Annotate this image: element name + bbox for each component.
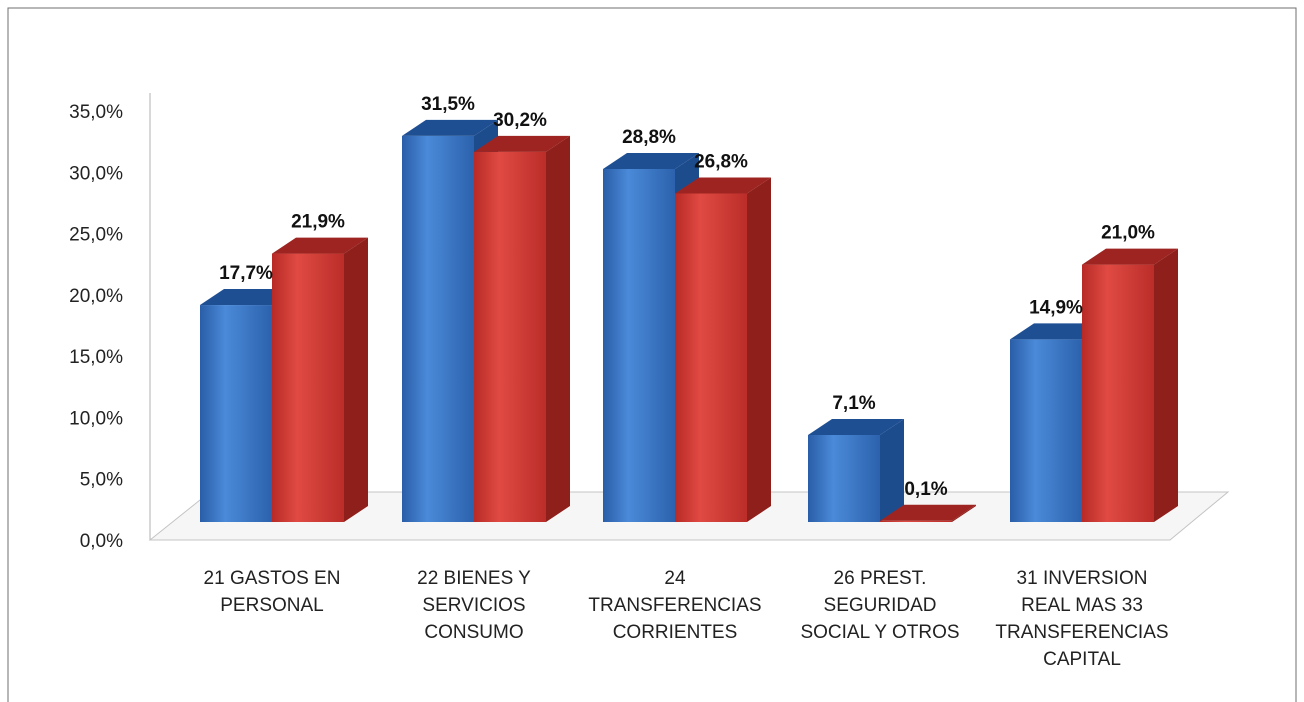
- data-labels: 17,7% 21,9% 31,5% 30,2% 28,8% 26,8% 7,1% 0,1% 14…: [219, 94, 1155, 500]
- bar-top: [808, 418, 904, 435]
- y-tick-label: 15,0%: [69, 347, 123, 368]
- y-tick-label: 10,0%: [69, 408, 123, 429]
- bar-side: [880, 418, 904, 522]
- bar-red-2: [675, 177, 771, 522]
- bar-red-0: [272, 237, 368, 522]
- bar-top: [880, 504, 976, 521]
- bar-side: [747, 177, 771, 522]
- bar-top: [402, 119, 498, 136]
- bar-front: [808, 434, 880, 522]
- x-category-label: 21 GASTOS EN PERSONAL: [204, 568, 341, 616]
- y-tick-label: 20,0%: [69, 286, 123, 307]
- bar-top: [474, 135, 570, 152]
- bar-top: [675, 177, 771, 194]
- data-label: 21,9%: [291, 212, 345, 233]
- bar-red-1: [474, 135, 570, 522]
- bars: [200, 119, 1178, 523]
- bar-front: [200, 305, 272, 522]
- data-label: 31,5%: [421, 94, 475, 115]
- bar-front: [880, 520, 952, 522]
- bar-blue-3: [808, 418, 904, 522]
- data-label: 21,0%: [1101, 223, 1155, 244]
- bar-side: [952, 504, 976, 522]
- bar-side: [344, 237, 368, 522]
- bar-side: [546, 135, 570, 522]
- bar-red-4: [1082, 248, 1178, 522]
- data-label: 0,1%: [904, 479, 947, 500]
- data-label: 14,9%: [1029, 297, 1083, 318]
- bar-side: [1154, 248, 1178, 522]
- x-axis-labels: 21 GASTOS EN PERSONAL 22 BIENES Y SERVICIOS…: [204, 568, 1169, 670]
- bar-front: [1082, 264, 1154, 522]
- x-category-label: 31 INVERSION REAL MAS 33 TRANSFERENCIAS CAP…: [995, 568, 1168, 670]
- bar-red-3: [880, 504, 976, 522]
- x-category-label: 24 TRANSFERENCIAS CORRIENTES: [588, 568, 761, 643]
- x-category-label: 22 BIENES Y SERVICIOS CONSUMO: [417, 568, 531, 643]
- bar-front: [1010, 339, 1082, 522]
- y-tick-label: 25,0%: [69, 225, 123, 246]
- bar-front: [474, 151, 546, 522]
- y-tick-label: 35,0%: [69, 102, 123, 123]
- data-label: 7,1%: [832, 393, 875, 414]
- data-label: 26,8%: [694, 152, 748, 173]
- bar-front: [603, 168, 675, 522]
- bar-top: [272, 237, 368, 254]
- x-category-label: 26 PREST. SEGURIDAD SOCIAL Y OTROS: [800, 568, 959, 643]
- y-tick-label: 30,0%: [69, 163, 123, 184]
- y-tick-label: 5,0%: [80, 470, 123, 491]
- data-label: 28,8%: [622, 127, 676, 148]
- bar-front: [675, 193, 747, 522]
- y-tick-label: 0,0%: [80, 531, 123, 552]
- data-label: 17,7%: [219, 263, 273, 284]
- bar-front: [272, 253, 344, 522]
- y-axis-ticks: 0,0% 5,0% 10,0% 15,0% 20,0% 25,0% 30,0% 35,0%: [69, 102, 123, 552]
- bar-front: [402, 135, 474, 522]
- chart-border: [7, 7, 1297, 702]
- bar-top: [1082, 248, 1178, 265]
- bar-top: [603, 152, 699, 169]
- data-label: 30,2%: [493, 110, 547, 131]
